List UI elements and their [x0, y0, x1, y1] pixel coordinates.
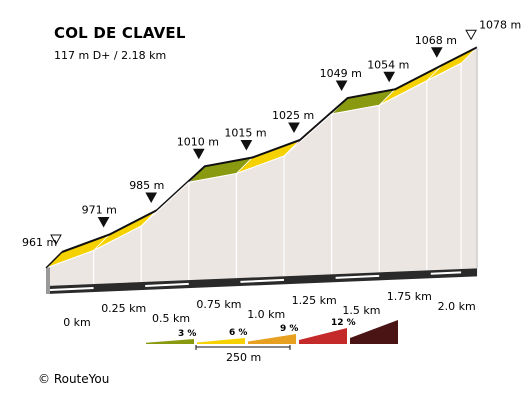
front-edge [45, 62, 462, 269]
elevation-label: 1068 m [415, 34, 457, 47]
legend-swatch [248, 334, 296, 344]
legend-swatch [350, 320, 398, 344]
waypoint-marker-icon [240, 140, 253, 151]
x-tick-label: 0.75 km [196, 298, 241, 311]
legend-swatch [146, 339, 194, 344]
elevation-label: 1010 m [177, 135, 219, 148]
x-tick-label: 1.25 km [292, 294, 337, 307]
waypoint-marker-icon [335, 80, 348, 92]
copyright-credit: © RouteYou [38, 372, 110, 386]
endpoint-marker-icon [50, 234, 62, 246]
legend-label: 6 % [229, 328, 247, 338]
x-tick-label: 0.25 km [101, 302, 146, 315]
legend-label: 3 % [178, 329, 196, 339]
elevation-label: 1078 m [479, 18, 521, 31]
waypoint-marker-icon [97, 217, 110, 228]
elevation-label: 1054 m [367, 58, 409, 71]
x-tick-label: 0 km [63, 316, 91, 329]
ground-highlight [145, 282, 189, 287]
endpoint-marker-icon [465, 29, 477, 41]
waypoint-marker-icon [145, 192, 158, 204]
waypoint-marker-icon [383, 71, 396, 83]
legend-label: 9 % [280, 324, 298, 334]
elevation-label: 971 m [82, 204, 117, 217]
waypoint-marker-icon [192, 148, 205, 160]
elevation-label: 1049 m [320, 67, 362, 80]
x-tick-label: 2.0 km [438, 300, 476, 313]
waypoint-marker-icon [288, 122, 300, 134]
x-tick-label: 0.5 km [152, 312, 190, 325]
chart-subtitle: 117 m D+ / 2.18 km [54, 49, 167, 62]
ground-highlight [240, 278, 285, 283]
profile-end-cap [46, 266, 50, 294]
legend-swatch [197, 338, 245, 344]
legend-swatch [299, 328, 347, 344]
x-tick-label: 1.0 km [247, 308, 285, 321]
scale-label: 250 m [226, 351, 261, 364]
legend-label: 12 % [331, 318, 356, 328]
ground-highlight [335, 274, 380, 279]
waypoint-marker-icon [430, 47, 443, 58]
ground-highlight [49, 286, 94, 291]
profile-wall [46, 47, 478, 286]
chart-title: COL DE CLAVEL [54, 24, 186, 42]
elevation-label: 961 m [22, 236, 57, 249]
elevation-label: 985 m [129, 179, 164, 192]
start-edge [45, 251, 63, 269]
x-tick-label: 1.5 km [342, 304, 380, 317]
x-tick-label: 1.75 km [387, 290, 432, 303]
ground-highlight [430, 271, 462, 275]
elevation-label: 1025 m [272, 109, 314, 122]
elevation-label: 1015 m [224, 127, 266, 140]
profile-outline [61, 46, 478, 253]
